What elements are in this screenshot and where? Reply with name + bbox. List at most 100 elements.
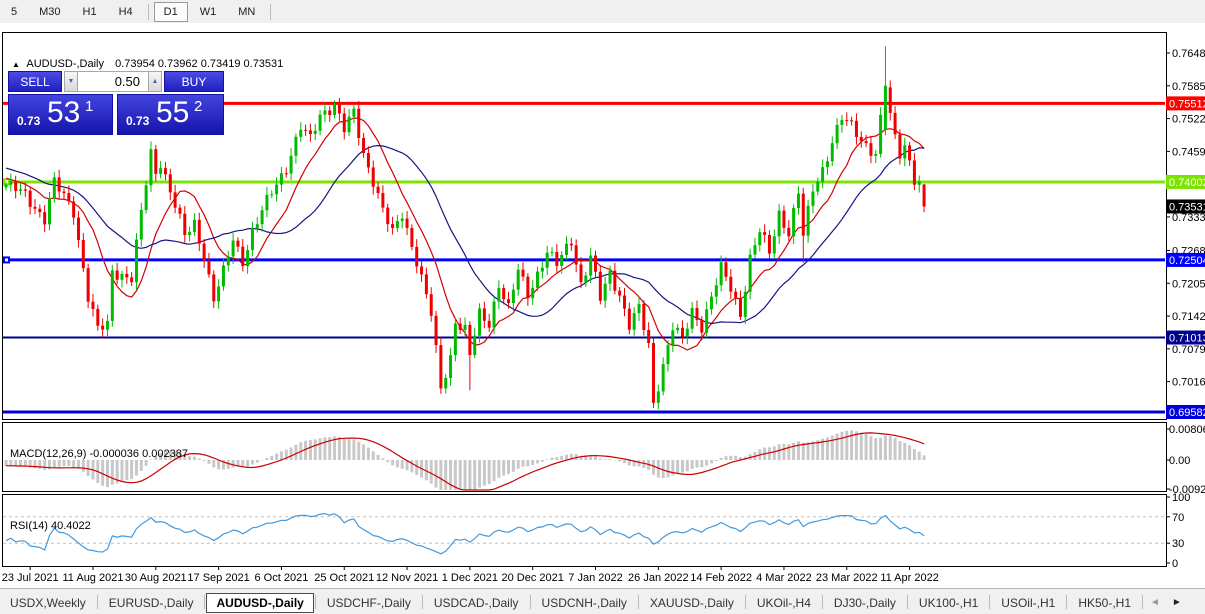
candle xyxy=(439,345,443,389)
timeframe-button-d1[interactable]: D1 xyxy=(153,1,188,22)
level-price-tag xyxy=(1166,330,1205,345)
candle xyxy=(811,191,815,206)
candle xyxy=(400,218,404,222)
candle xyxy=(14,181,18,191)
tab-scroll-left-icon[interactable]: ◄ xyxy=(1150,596,1160,608)
candle xyxy=(81,240,85,269)
timeframe-button-mn[interactable]: MN xyxy=(238,5,256,18)
buy-price-box[interactable]: 0.73 55 2 xyxy=(117,94,224,135)
buy-price-sup: 2 xyxy=(194,98,203,115)
tab-separator xyxy=(637,595,639,609)
rsi-axis-label: 30 xyxy=(1172,538,1184,550)
macd-axis-label: -0.00928 xyxy=(1169,484,1205,496)
candle xyxy=(236,240,240,247)
tab-eurusd-daily[interactable]: EURUSD-,Daily xyxy=(108,595,194,610)
candle xyxy=(357,108,361,138)
collapse-arrow-icon[interactable]: ▲ xyxy=(12,60,20,69)
candle xyxy=(521,269,525,277)
level-price-tag-text: 0.74002 xyxy=(1169,177,1205,189)
candle xyxy=(299,129,303,137)
candle xyxy=(574,245,578,265)
candle xyxy=(9,181,13,185)
y-axis-label: 0.71425 xyxy=(1172,311,1205,323)
tab-usdcnh-daily[interactable]: USDCNH-,Daily xyxy=(541,595,627,610)
buy-button[interactable]: BUY xyxy=(164,71,224,92)
candle xyxy=(270,194,274,196)
tab-separator xyxy=(1066,595,1068,609)
macd-signal-line xyxy=(5,432,925,491)
current-price-tag-text: 0.73531 xyxy=(1169,201,1205,213)
candle xyxy=(405,218,409,228)
sell-price-box[interactable]: 0.73 53 1 xyxy=(8,94,113,135)
candle xyxy=(632,313,636,330)
tab-separator xyxy=(821,595,823,609)
candle xyxy=(72,201,76,218)
candle xyxy=(869,143,873,156)
y-axis-label: 0.72055 xyxy=(1172,278,1205,290)
candle xyxy=(284,173,288,175)
tab-usoil-h1[interactable]: USOil-,H1 xyxy=(1001,595,1056,610)
level-price-tag-text: 0.71013 xyxy=(1169,333,1205,345)
volume-decrease-button[interactable]: ▼ xyxy=(64,71,78,92)
sell-button[interactable]: SELL xyxy=(8,71,62,92)
tab-uk100-h1[interactable]: UK100-,H1 xyxy=(918,595,979,610)
candle xyxy=(763,232,767,235)
chart-title: ▲ AUDUSD-,Daily 0.73954 0.73962 0.73419 … xyxy=(12,58,283,70)
tab-usdcad-daily[interactable]: USDCAD-,Daily xyxy=(433,595,519,610)
buy-price-big: 55 xyxy=(156,96,190,129)
tab-separator xyxy=(96,595,98,609)
candle xyxy=(912,160,916,185)
candle xyxy=(188,231,192,236)
candle xyxy=(246,250,250,267)
candle xyxy=(313,130,317,135)
toolbar-separator xyxy=(147,3,149,20)
timeframe-button-5[interactable]: 5 xyxy=(11,5,18,18)
candle xyxy=(28,190,32,207)
candle xyxy=(76,217,80,241)
candle xyxy=(854,120,858,137)
tab-separator xyxy=(744,595,746,609)
candle xyxy=(47,198,51,225)
candle xyxy=(352,108,356,117)
tab-ukoil-h4[interactable]: UKOil-,H4 xyxy=(756,595,811,610)
sell-price-sup: 1 xyxy=(85,98,94,115)
tab-hk50-h1[interactable]: HK50-,H1 xyxy=(1078,595,1131,610)
candle xyxy=(410,227,414,247)
candle xyxy=(96,308,100,326)
timeframe-button-m30[interactable]: M30 xyxy=(39,5,61,18)
candle xyxy=(217,286,221,302)
candle xyxy=(134,239,138,283)
timeframe-button-w1[interactable]: W1 xyxy=(199,5,217,18)
candle xyxy=(424,274,428,295)
rsi-value: 40.4022 xyxy=(50,520,91,532)
tab-xauusd-daily[interactable]: XAUUSD-,Daily xyxy=(649,595,734,610)
candle xyxy=(709,296,713,310)
volume-increase-button[interactable]: ▲ xyxy=(148,71,162,92)
candle xyxy=(67,193,71,202)
candle xyxy=(241,246,245,267)
candle xyxy=(637,303,641,314)
volume-input[interactable] xyxy=(78,71,148,92)
timeframe-button-h1[interactable]: H1 xyxy=(82,5,97,18)
x-axis-date-label: 17 Sep 2021 xyxy=(187,572,249,584)
tab-usdx-weekly[interactable]: USDX,Weekly xyxy=(10,595,86,610)
tab-usdchf-daily[interactable]: USDCHF-,Daily xyxy=(326,595,411,610)
x-axis-date-label: 30 Aug 2021 xyxy=(125,572,187,584)
tab-audusd-daily[interactable]: AUDUSD-,Daily xyxy=(206,592,314,613)
tab-dj30-daily[interactable]: DJ30-,Daily xyxy=(833,595,896,610)
x-axis-date-label: 23 Mar 2022 xyxy=(816,572,878,584)
candle xyxy=(482,308,486,321)
macd-value-2: 0.002387 xyxy=(142,448,188,460)
candle xyxy=(922,184,926,207)
candle xyxy=(221,265,225,287)
candle xyxy=(729,276,733,292)
chart-ohlc-values: 0.73954 0.73962 0.73419 0.73531 xyxy=(115,58,284,70)
candle xyxy=(545,252,549,268)
timeframe-button-h4[interactable]: H4 xyxy=(118,5,133,18)
tab-scroll-right-icon[interactable]: ► xyxy=(1171,596,1182,608)
candle xyxy=(758,232,762,246)
candle xyxy=(38,208,42,213)
